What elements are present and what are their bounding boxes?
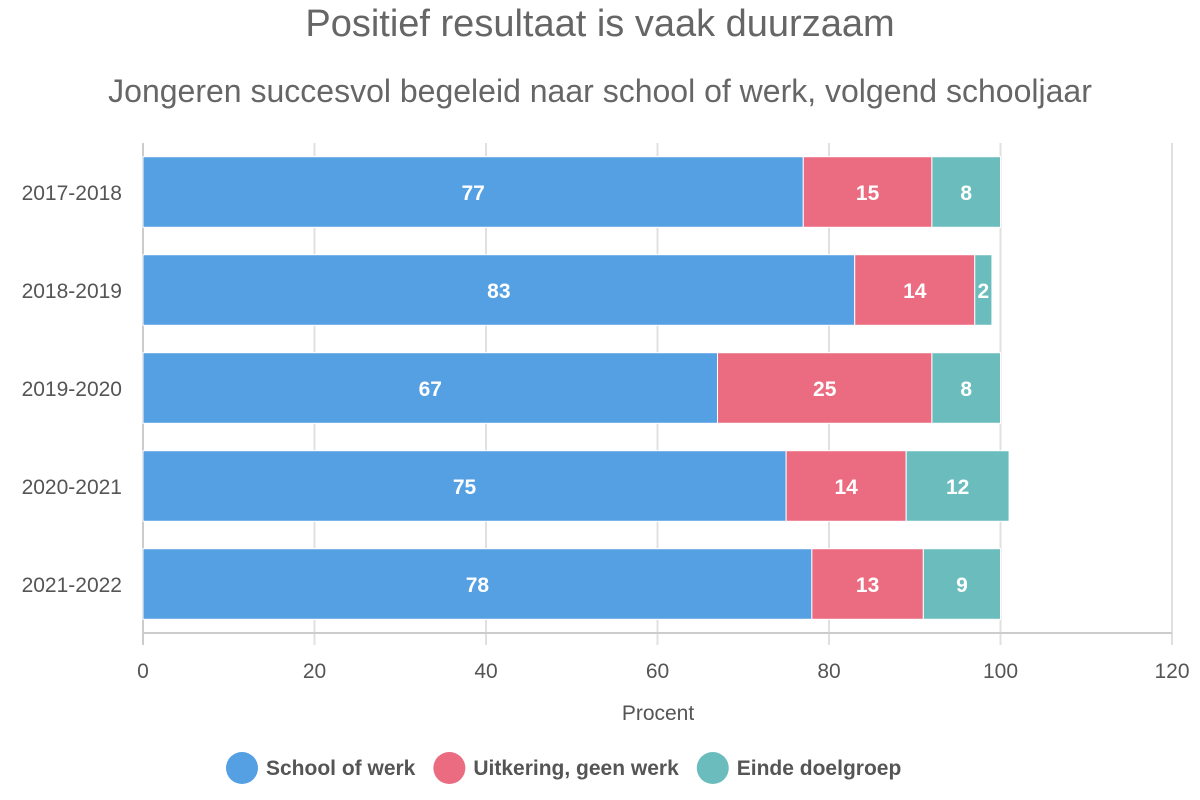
x-tick-label: 20: [303, 660, 326, 683]
x-tick-label: 40: [474, 660, 497, 683]
bar-segment[interactable]: [785, 450, 907, 522]
x-axis-title: Procent: [622, 702, 695, 725]
legend-item[interactable]: Uitkering, geen werk: [433, 752, 679, 784]
legend-swatch: [226, 752, 258, 784]
data-label: 14: [903, 280, 927, 303]
bar-segment[interactable]: [142, 548, 813, 620]
x-tick-label: 100: [983, 660, 1018, 683]
y-tick-label: 2019-2020: [22, 378, 122, 401]
bars: [142, 156, 1010, 620]
bar-segment[interactable]: [717, 352, 933, 424]
data-label: 83: [487, 280, 510, 303]
bar-segment[interactable]: [811, 548, 924, 620]
legend-label: Einde doelgroep: [737, 757, 902, 780]
data-label: 13: [856, 574, 879, 597]
y-axis: 2017-2018 2018-2019 2019-2020 2020-2021 2021…: [22, 182, 122, 597]
bar-segment[interactable]: [802, 156, 933, 228]
data-label: 15: [856, 182, 880, 205]
bar-segment[interactable]: [931, 352, 1002, 424]
bar-segment[interactable]: [142, 352, 719, 424]
data-label: 78: [466, 574, 490, 597]
data-label: 25: [813, 378, 837, 401]
data-label: 9: [956, 574, 968, 597]
data-label: 14: [834, 476, 858, 499]
data-label: 77: [461, 182, 484, 205]
x-tick-label: 120: [1154, 660, 1189, 683]
bar-segment[interactable]: [142, 156, 804, 228]
x-tick-label: 80: [817, 660, 840, 683]
bar-segment[interactable]: [142, 254, 856, 326]
chart-subtitle: Jongeren succesvol begeleid naar school …: [108, 73, 1092, 109]
y-tick-label: 2017-2018: [22, 182, 122, 205]
legend-swatch: [433, 752, 466, 784]
data-label: 8: [960, 378, 972, 401]
legend-label: Uitkering, geen werk: [473, 757, 679, 780]
legend-item[interactable]: Einde doelgroep: [696, 752, 902, 784]
data-label: 8: [960, 182, 972, 205]
chart-title: Positief resultaat is vaak duurzaam: [305, 3, 894, 45]
data-label: 12: [946, 476, 969, 499]
x-tick-label: 0: [137, 660, 149, 683]
bar-segment[interactable]: [931, 156, 1002, 228]
legend-swatch: [696, 752, 729, 784]
y-tick-label: 2021-2022: [22, 574, 122, 597]
y-tick-label: 2018-2019: [22, 280, 122, 303]
bar-segment[interactable]: [142, 450, 787, 522]
bar-segment[interactable]: [905, 450, 1010, 522]
data-label: 2: [978, 280, 990, 303]
bar-segment[interactable]: [922, 548, 1002, 620]
data-label: 67: [419, 378, 442, 401]
legend[interactable]: School of werk Uitkering, geen werk Einde …: [226, 752, 901, 784]
legend-label: School of werk: [266, 757, 416, 780]
x-tick-label: 60: [646, 660, 669, 683]
bar-segment[interactable]: [854, 254, 976, 326]
legend-item[interactable]: School of werk: [226, 752, 416, 784]
bar-segment[interactable]: [974, 254, 993, 326]
data-label: 75: [453, 476, 477, 499]
x-axis: 0 20 40 60 80 100 120: [137, 632, 1190, 683]
data-labels: 77 15 8 83 14 2 67 25 8 75 14 12 78 13 9: [419, 182, 990, 597]
y-tick-label: 2020-2021: [22, 476, 122, 499]
